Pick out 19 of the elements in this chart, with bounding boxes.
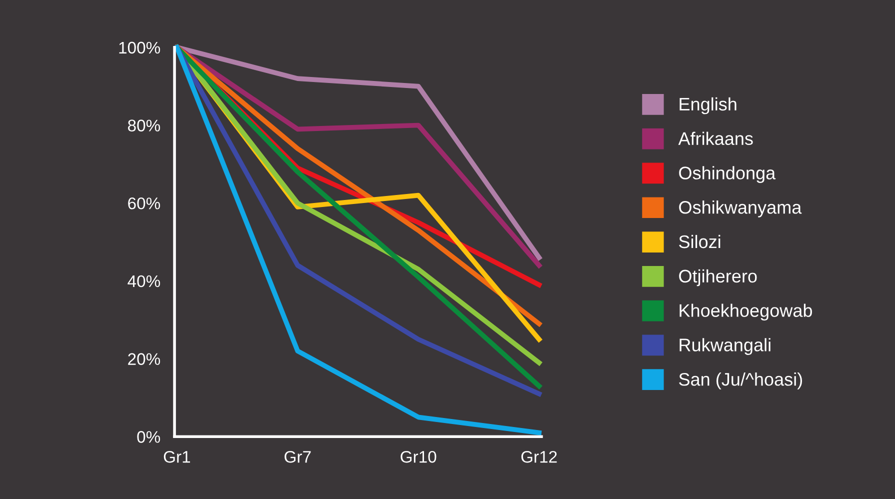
y-tick-label: 0%	[137, 431, 160, 443]
legend-label: Silozi	[679, 234, 720, 248]
x-tick-label: Gr12	[521, 450, 557, 463]
legend-label: Oshindonga	[679, 166, 776, 183]
legend-label: Afrikaans	[678, 132, 753, 146]
legend-label: Khoekhoegowab	[680, 304, 812, 321]
y-tick-label: 60%	[128, 197, 160, 210]
legend-label: San (Ju/^hoasi)	[679, 372, 802, 390]
x-tick-label: Gr1	[164, 450, 190, 463]
y-tick-label: 100%	[119, 42, 160, 54]
legend-label: English	[680, 97, 736, 114]
x-tick-label: Gr10	[400, 450, 436, 463]
y-tick-label: 40%	[128, 275, 160, 288]
legend-label: Oshikwanyama	[679, 200, 802, 218]
y-tick-label: 20%	[128, 353, 160, 365]
legend-label: Otjiherero	[679, 269, 757, 286]
y-tick-label: 80%	[128, 120, 160, 132]
legend-label: Rukwangali	[680, 338, 770, 355]
x-tick-label: Gr7	[284, 450, 311, 463]
